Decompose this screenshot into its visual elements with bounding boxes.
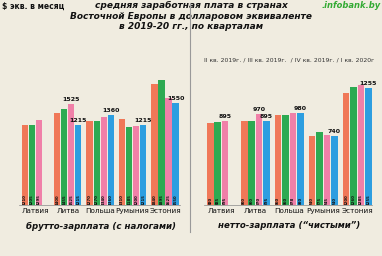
Bar	[140, 125, 146, 205]
Text: 775: 775	[317, 196, 322, 205]
Bar	[119, 119, 125, 205]
Text: 1295: 1295	[37, 194, 41, 205]
Text: 960: 960	[276, 196, 280, 205]
Text: II кв. 2019г. / III кв. 2019г.  / IV кв. 2019г. / I кв. 2020г: II кв. 2019г. / III кв. 2019г. / IV кв. …	[204, 58, 375, 63]
Text: 1285: 1285	[359, 194, 363, 205]
Text: 1360: 1360	[102, 108, 120, 113]
Text: 880: 880	[208, 196, 212, 205]
Bar	[214, 122, 221, 205]
Text: брутто-зарплата (с налогами): брутто-зарплата (с налогами)	[26, 221, 176, 230]
Bar	[316, 132, 323, 205]
Text: 895: 895	[264, 196, 269, 205]
Bar	[297, 113, 304, 205]
Text: 1840: 1840	[152, 194, 156, 205]
Text: 980: 980	[298, 196, 303, 205]
Text: 900: 900	[250, 197, 254, 205]
Text: 740: 740	[310, 197, 314, 205]
Bar	[100, 116, 107, 205]
Text: 740: 740	[332, 197, 337, 205]
Text: 1360: 1360	[109, 194, 113, 205]
Bar	[108, 115, 114, 205]
Text: 1215: 1215	[70, 118, 87, 123]
Text: 1185: 1185	[127, 194, 131, 205]
Text: 1270: 1270	[87, 194, 92, 205]
Bar	[248, 121, 255, 205]
Bar	[263, 121, 270, 205]
Text: 978: 978	[291, 196, 295, 205]
Bar	[75, 125, 81, 205]
Text: 885: 885	[216, 196, 220, 205]
Text: $ экв. в месяц: $ экв. в месяц	[2, 1, 64, 10]
Bar	[22, 125, 28, 205]
Text: .infobank.by: .infobank.by	[322, 1, 381, 10]
Text: 1400: 1400	[55, 194, 59, 205]
Bar	[165, 98, 172, 205]
Bar	[324, 135, 330, 205]
Text: 740: 740	[328, 129, 341, 134]
Text: 1205: 1205	[30, 194, 34, 205]
Bar	[275, 115, 282, 205]
Text: 1895: 1895	[159, 194, 163, 205]
Bar	[126, 127, 132, 205]
Bar	[343, 93, 350, 205]
Bar	[241, 121, 248, 205]
Bar	[86, 121, 93, 205]
Bar	[365, 88, 372, 205]
Bar	[151, 84, 157, 205]
Text: 1215: 1215	[76, 194, 80, 205]
Text: 960: 960	[283, 196, 288, 205]
Text: 1255: 1255	[366, 194, 370, 205]
Bar	[309, 136, 316, 205]
Text: 895: 895	[260, 114, 273, 119]
Text: 1215: 1215	[134, 118, 152, 123]
Text: 1200: 1200	[344, 194, 348, 205]
Bar	[173, 103, 179, 205]
Text: 895: 895	[219, 114, 231, 119]
Bar	[331, 136, 338, 205]
Text: 1215: 1215	[141, 194, 145, 205]
Text: 1270: 1270	[95, 194, 99, 205]
Bar	[133, 126, 139, 205]
Text: 1260: 1260	[351, 194, 356, 205]
Text: 895: 895	[223, 196, 227, 205]
Text: 1455: 1455	[62, 194, 66, 205]
Text: средняя заработная плата в странах
Восточной Европы в долларовом эквиваленте
в 2: средняя заработная плата в странах Восто…	[70, 1, 312, 31]
Text: 1550: 1550	[173, 194, 178, 205]
Bar	[282, 115, 289, 205]
Bar	[54, 113, 60, 205]
Text: 1525: 1525	[69, 194, 73, 205]
Bar	[29, 125, 35, 205]
Text: 1200: 1200	[134, 194, 138, 205]
Bar	[358, 85, 364, 205]
Bar	[94, 121, 100, 205]
Bar	[290, 113, 296, 205]
Text: 1210: 1210	[23, 194, 27, 205]
Text: 1525: 1525	[63, 97, 80, 102]
Bar	[61, 109, 67, 205]
Bar	[207, 123, 214, 205]
Text: 970: 970	[253, 107, 265, 112]
Text: 745: 745	[325, 197, 329, 205]
Text: 1310: 1310	[120, 194, 124, 205]
Bar	[36, 120, 42, 205]
Text: 1255: 1255	[359, 80, 377, 86]
Bar	[68, 104, 74, 205]
Text: 1340: 1340	[102, 194, 106, 205]
Text: 900: 900	[242, 197, 246, 205]
Text: 1625: 1625	[167, 194, 170, 205]
Text: нетто-зарплата (“чистыми”): нетто-зарплата (“чистыми”)	[219, 221, 361, 230]
Text: 980: 980	[294, 106, 307, 111]
Bar	[222, 121, 228, 205]
Bar	[256, 114, 262, 205]
Text: 970: 970	[257, 196, 261, 205]
Bar	[350, 87, 357, 205]
Bar	[159, 80, 165, 205]
Text: 1550: 1550	[167, 96, 184, 101]
